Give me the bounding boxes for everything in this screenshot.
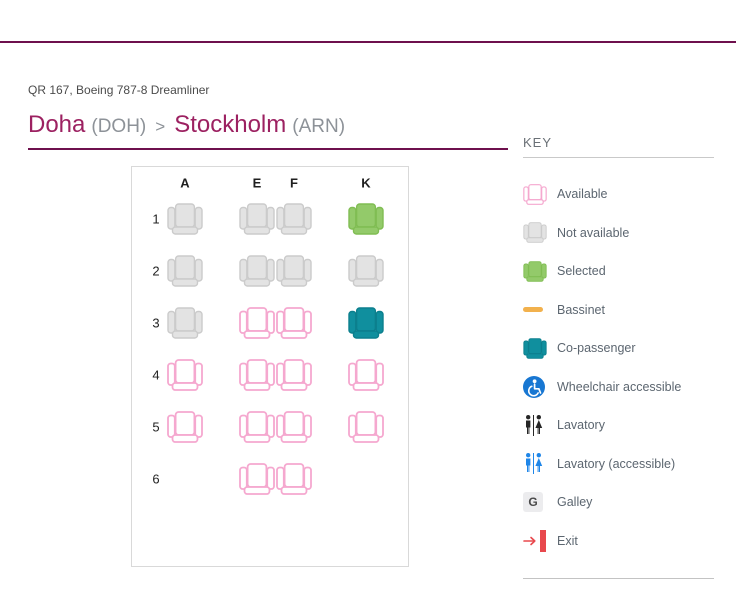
key-item-label: Wheelchair accessible xyxy=(557,379,682,394)
seat-selected-icon xyxy=(523,260,549,282)
bassinet-icon xyxy=(523,307,549,313)
seat-2F xyxy=(276,255,312,287)
key-item-seat-copassenger: Co-passenger xyxy=(523,329,714,368)
column-header-F: F xyxy=(290,175,298,191)
row-number-2: 2 xyxy=(152,263,160,279)
row-number-1: 1 xyxy=(152,211,160,227)
seat-5E[interactable] xyxy=(239,411,275,443)
seat-1F xyxy=(276,203,312,235)
key-item-seat-unavailable: Not available xyxy=(523,214,714,253)
row-number-3: 3 xyxy=(152,315,160,331)
seat-2K xyxy=(348,255,384,287)
destination-city: Stockholm xyxy=(174,111,287,138)
key-panel: KEY Available Not available Selected Bas… xyxy=(523,135,714,579)
exit-icon xyxy=(523,529,549,552)
column-header-K: K xyxy=(361,175,371,191)
galley-icon: G xyxy=(523,492,549,513)
seat-1A xyxy=(167,203,203,235)
key-bottom-divider xyxy=(523,578,714,579)
row-number-4: 4 xyxy=(152,367,160,383)
seat-5K[interactable] xyxy=(348,411,384,443)
route-arrow-icon: > xyxy=(155,117,166,136)
row-number-5: 5 xyxy=(152,419,160,435)
seat-6F[interactable] xyxy=(276,463,312,495)
seat-2A xyxy=(167,255,203,287)
seat-1E xyxy=(239,203,275,235)
key-item-label: Exit xyxy=(557,533,578,548)
destination-code: (ARN) xyxy=(292,116,346,137)
seat-4K[interactable] xyxy=(348,359,384,391)
key-item-label: Bassinet xyxy=(557,302,605,317)
key-item-exit: Exit xyxy=(523,522,714,561)
seat-5F[interactable] xyxy=(276,411,312,443)
key-item-label: Lavatory (accessible) xyxy=(557,456,676,471)
seat-3A xyxy=(167,307,203,339)
column-header-A: A xyxy=(180,175,190,191)
lavatory-icon xyxy=(523,414,549,437)
key-item-bassinet: Bassinet xyxy=(523,291,714,330)
key-item-label: Lavatory xyxy=(557,418,605,433)
seat-4F[interactable] xyxy=(276,359,312,391)
seat-4E[interactable] xyxy=(239,359,275,391)
row-number-6: 6 xyxy=(152,471,160,487)
lavatory-accessible-icon xyxy=(523,452,549,475)
key-list: Available Not available Selected Bassine… xyxy=(523,175,714,560)
seat-4A[interactable] xyxy=(167,359,203,391)
seat-5A[interactable] xyxy=(167,411,203,443)
seat-copassenger-icon xyxy=(523,337,549,359)
key-item-label: Not available xyxy=(557,225,630,240)
seat-available-icon xyxy=(523,183,549,205)
column-header-E: E xyxy=(252,175,262,191)
seat-2E xyxy=(239,255,275,287)
exit-arrow-icon xyxy=(523,529,546,552)
key-item-seat-selected: Selected xyxy=(523,252,714,291)
key-item-label: Co-passenger xyxy=(557,341,636,356)
origin-city: Doha xyxy=(28,111,86,138)
route-title: Doha (DOH) > Stockholm (ARN) xyxy=(28,103,508,150)
key-title: KEY xyxy=(523,135,714,158)
seat-3F[interactable] xyxy=(276,307,312,339)
top-divider xyxy=(0,41,736,43)
seat-unavailable-icon xyxy=(523,222,549,244)
seat-3E[interactable] xyxy=(239,307,275,339)
origin-code: (DOH) xyxy=(91,116,147,137)
seat-map: A E F K 1 2 3 xyxy=(131,166,409,567)
key-item-galley: G Galley xyxy=(523,483,714,522)
flight-info: QR 167, Boeing 787-8 Dreamliner xyxy=(28,83,210,97)
key-item-lavatory-accessible: Lavatory (accessible) xyxy=(523,445,714,484)
key-item-label: Available xyxy=(557,187,608,202)
seat-3K xyxy=(348,307,384,339)
key-item-label: Galley xyxy=(557,495,593,510)
key-item-lavatory: Lavatory xyxy=(523,406,714,445)
key-item-seat-available: Available xyxy=(523,175,714,214)
key-item-label: Selected xyxy=(557,264,606,279)
key-item-wheelchair: Wheelchair accessible xyxy=(523,368,714,407)
seat-1K[interactable] xyxy=(348,203,384,235)
wheelchair-icon xyxy=(523,375,549,398)
seat-6E[interactable] xyxy=(239,463,275,495)
